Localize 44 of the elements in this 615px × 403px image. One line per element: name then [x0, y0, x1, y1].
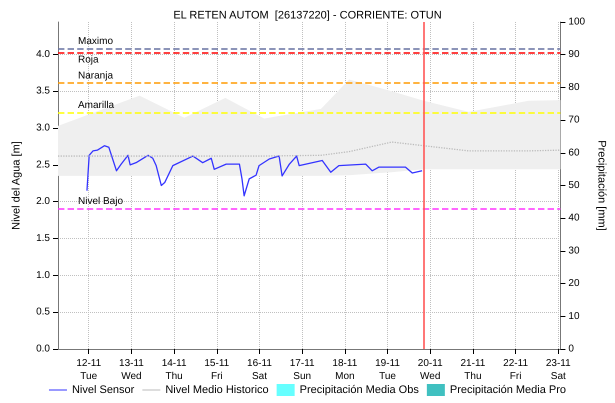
y-tick-label: 0.5	[36, 306, 50, 318]
x-tick-label: 17-11 Sun	[290, 358, 316, 382]
x-tick-label: 15-11 Fri	[204, 358, 230, 382]
legend-label: Nivel Medio Historico	[165, 384, 269, 396]
y-tick-label: 4.0	[36, 48, 50, 60]
y2-tick-label: 70	[568, 114, 580, 126]
y2-axis-title: Precipitación [mm]	[596, 140, 608, 231]
x-tick-label: 16-11 Sat	[247, 358, 272, 382]
x-tick-label: 18-11 Mon	[332, 358, 358, 382]
x-tick-label: 12-11 Tue	[76, 358, 102, 382]
y-tick-label: 1.5	[36, 233, 50, 244]
y-axis-title: Nivel del Agua [m]	[10, 141, 22, 230]
y2-tick-label: 40	[568, 212, 580, 224]
legend-label: Precipitación Media Pro	[450, 384, 566, 396]
y2-tick-label: 30	[568, 245, 580, 256]
chart-title: EL RETEN AUTOM [26137220] - CORRIENTE: OTUN	[173, 10, 442, 22]
y2-tick-label: 10	[568, 310, 580, 322]
y2-tick-label: 0	[568, 344, 574, 354]
y2-tick-label: 100	[568, 16, 586, 28]
y-tick-label: 2.0	[36, 196, 50, 208]
ref-line-label: Maximo	[78, 36, 114, 48]
y2-tick-label: 80	[568, 82, 580, 93]
y2-tick-label: 90	[568, 49, 580, 60]
x-tick-label: 21-11 Thu	[460, 358, 486, 382]
y2-tick-label: 60	[568, 147, 580, 158]
x-tick-label: 23-11 Sat	[546, 358, 572, 382]
x-tick-label: 20-11 Wed	[418, 358, 444, 382]
y-tick-label: 2.5	[36, 159, 50, 170]
y2-tick-label: 50	[568, 180, 580, 191]
ref-line-label: Nivel Bajo	[78, 196, 124, 207]
ref-line-label: Amarilla	[78, 100, 115, 112]
ref-line-label: Roja	[78, 54, 100, 66]
x-tick-label: 22-11 Fri	[503, 358, 528, 382]
x-tick-label: 14-11 Thu	[162, 358, 187, 382]
y-tick-label: 3.0	[36, 122, 50, 134]
legend-label: Nivel Sensor	[72, 384, 135, 396]
y-tick-label: 0.0	[36, 344, 50, 354]
y-tick-label: 3.5	[36, 86, 50, 97]
y-tick-label: 1.0	[36, 270, 50, 281]
x-tick-label: 19-11 Tue	[375, 358, 400, 382]
legend-label: Precipitación Media Obs	[300, 384, 420, 396]
x-tick-label: 13-11 Wed	[119, 358, 144, 382]
ref-line-label: Naranja	[78, 70, 114, 82]
y2-tick-label: 20	[568, 278, 580, 290]
